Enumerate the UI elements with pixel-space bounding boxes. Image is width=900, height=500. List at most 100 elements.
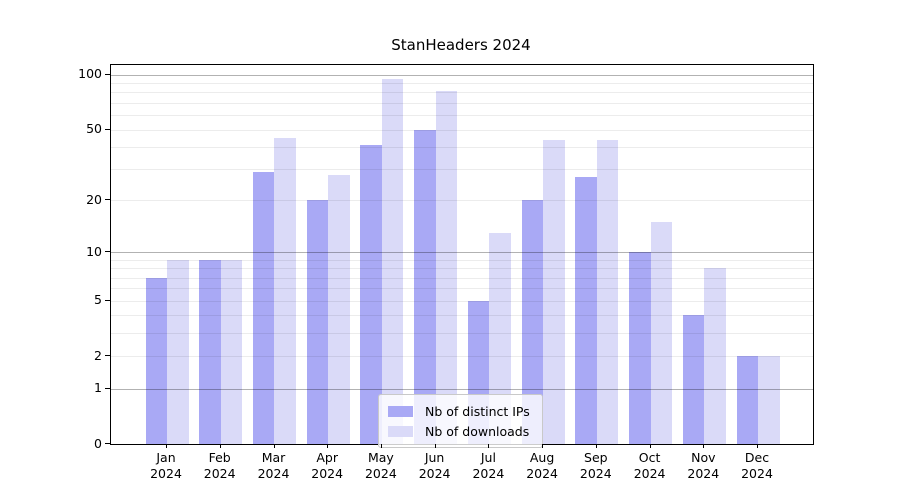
gridline-major-100: [111, 74, 813, 76]
bar-nb-of-downloads-jun: [435, 90, 458, 444]
x-tick-month: Sep: [584, 450, 608, 465]
x-tick-month: Jul: [480, 450, 496, 465]
bar-nb-of-downloads-oct: [650, 222, 673, 444]
x-tick-year: 2024: [257, 466, 290, 481]
bar-nb-of-distinct-ips-sep: [575, 177, 597, 444]
x-tick-label-feb: Feb 2024: [190, 450, 250, 482]
x-tick-month: Nov: [691, 450, 716, 465]
legend-item-distinct-ips: Nb of distinct IPs: [388, 401, 530, 421]
x-tick-year: 2024: [687, 466, 720, 481]
x-tick-label-apr: Apr 2024: [297, 450, 357, 482]
x-tick-label-jul: Jul 2024: [458, 450, 518, 482]
x-tick-mark-jul: [488, 444, 490, 448]
gridline-minor-6: [111, 288, 813, 290]
x-tick-month: Jan: [156, 450, 176, 465]
y-tick-label-0: 0: [94, 435, 102, 451]
x-tick-label-nov: Nov 2024: [673, 450, 733, 482]
bar-nb-of-downloads-jan: [167, 259, 189, 444]
bar-nb-of-distinct-ips-oct: [629, 252, 651, 444]
bar-nb-of-downloads-nov: [704, 268, 726, 444]
x-tick-mark-may: [380, 444, 382, 448]
y-tick-label-5: 5: [94, 292, 102, 308]
plot-area: Nb of distinct IPs Nb of downloads: [110, 64, 814, 448]
x-tick-year: 2024: [418, 466, 451, 481]
x-tick-mark-dec: [757, 444, 758, 448]
x-tick-mark-oct: [649, 444, 651, 448]
gridline-minor-60: [111, 115, 813, 117]
bar-nb-of-downloads-dec: [758, 356, 780, 444]
x-tick-mark-mar: [273, 444, 275, 448]
x-tick-month: Oct: [638, 450, 661, 465]
legend-label-distinct-ips: Nb of distinct IPs: [425, 403, 530, 419]
x-tick-mark-sep: [595, 444, 597, 448]
x-tick-month: Dec: [744, 450, 770, 465]
x-tick-month: Jun: [424, 450, 445, 465]
x-tick-year: 2024: [526, 466, 558, 481]
gridline-minor-3: [111, 333, 813, 335]
bar-nb-of-distinct-ips-nov: [682, 315, 705, 444]
bar-nb-of-distinct-ips-feb: [199, 259, 221, 444]
x-tick-label-aug: Aug 2024: [512, 450, 572, 482]
y-tick-label-10: 10: [86, 243, 102, 259]
bar-nb-of-distinct-ips-apr: [306, 200, 329, 444]
x-tick-year: 2024: [203, 466, 236, 481]
x-tick-mark-nov: [703, 444, 705, 448]
bar-nb-of-distinct-ips-mar: [252, 171, 275, 444]
legend-label-downloads: Nb of downloads: [425, 423, 530, 439]
bar-nb-of-downloads-mar: [274, 137, 296, 444]
y-tick-label-50: 50: [86, 121, 102, 136]
y-tick-label-20: 20: [86, 191, 102, 207]
legend-item-downloads: Nb of downloads: [388, 421, 530, 441]
gridline-minor-20: [111, 200, 813, 202]
x-tick-year: 2024: [472, 466, 505, 481]
bar-nb-of-distinct-ips-dec: [736, 356, 759, 444]
x-tick-label-mar: Mar 2024: [244, 450, 304, 482]
bar-nb-of-downloads-feb: [220, 259, 243, 444]
x-tick-year: 2024: [364, 466, 397, 481]
chart-title: StanHeaders 2024: [391, 36, 531, 54]
bar-nb-of-downloads-may: [381, 78, 404, 444]
x-tick-mark-jun: [434, 444, 436, 448]
x-tick-mark-jan: [166, 444, 167, 448]
gridline-minor-30: [111, 169, 813, 171]
y-tick-mark-5: [105, 299, 110, 301]
gridline-major-1: [111, 388, 813, 390]
x-tick-month: May: [367, 450, 394, 465]
bar-nb-of-distinct-ips-aug: [521, 200, 544, 444]
bar-nb-of-distinct-ips-jan: [145, 277, 167, 444]
y-tick-label-100: 100: [78, 66, 102, 82]
legend: Nb of distinct IPs Nb of downloads: [378, 394, 543, 448]
x-tick-month: Aug: [529, 450, 555, 465]
x-tick-label-jun: Jun 2024: [405, 450, 465, 482]
bar-nb-of-downloads-sep: [596, 139, 619, 444]
gridline-minor-5: [111, 300, 813, 302]
x-tick-mark-apr: [327, 444, 329, 448]
gridline-minor-80: [111, 92, 813, 94]
gridline-minor-8: [111, 268, 813, 270]
x-tick-month: Apr: [316, 450, 338, 465]
x-tick-label-dec: Dec 2024: [727, 450, 787, 482]
x-tick-year: 2024: [579, 466, 612, 481]
gridline-minor-40: [111, 146, 813, 148]
x-tick-label-may: May 2024: [351, 450, 411, 482]
gridline-minor-4: [111, 315, 813, 317]
y-tick-mark-100: [105, 73, 110, 75]
legend-swatch-distinct-ips: [388, 405, 413, 417]
y-tick-label-2: 2: [94, 347, 102, 363]
bar-nb-of-distinct-ips-jun: [414, 129, 436, 444]
x-tick-label-oct: Oct 2024: [620, 450, 680, 482]
x-tick-label-sep: Sep 2024: [566, 450, 626, 482]
x-tick-mark-feb: [219, 444, 221, 448]
x-tick-mark-aug: [542, 444, 544, 448]
gridline-minor-2: [111, 356, 813, 358]
bar-nb-of-distinct-ips-may: [360, 145, 382, 444]
x-tick-month: Mar: [261, 450, 286, 465]
legend-swatch-downloads: [388, 425, 413, 437]
x-tick-year: 2024: [741, 466, 773, 481]
x-tick-label-jan: Jan 2024: [136, 450, 196, 482]
y-tick-mark-10: [105, 251, 110, 253]
x-tick-year: 2024: [150, 466, 182, 481]
bar-nb-of-downloads-aug: [543, 139, 565, 444]
bar-nb-of-downloads-apr: [328, 174, 350, 444]
y-tick-mark-50: [105, 128, 110, 130]
